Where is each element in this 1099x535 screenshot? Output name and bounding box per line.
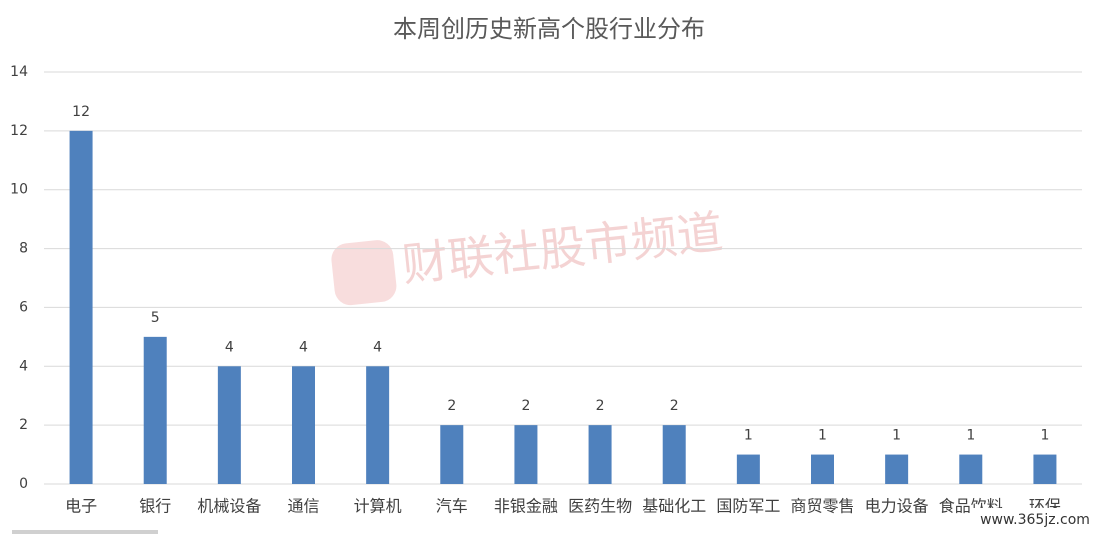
bar bbox=[69, 130, 93, 484]
y-tick-label: 10 bbox=[10, 182, 28, 198]
x-tick-label: 基础化工 bbox=[642, 497, 706, 516]
data-label: 1 bbox=[1040, 428, 1049, 444]
x-tick-label: 国防军工 bbox=[716, 497, 780, 516]
x-tick-label: 电力设备 bbox=[865, 497, 929, 516]
source-box bbox=[972, 508, 1099, 532]
data-label: 1 bbox=[892, 428, 901, 444]
data-label: 1 bbox=[744, 428, 753, 444]
x-tick-label: 机械设备 bbox=[197, 497, 261, 516]
bar bbox=[588, 425, 612, 484]
bar bbox=[217, 366, 241, 484]
bar bbox=[440, 425, 464, 484]
data-label: 5 bbox=[151, 310, 160, 326]
x-tick-label: 汽车 bbox=[436, 497, 468, 516]
scrollbar bbox=[12, 530, 158, 534]
chart-title: 本周创历史新高个股行业分布 bbox=[393, 15, 705, 43]
x-tick-label: 银行 bbox=[139, 497, 171, 516]
data-label: 2 bbox=[521, 398, 530, 414]
bar bbox=[366, 366, 390, 484]
bar bbox=[662, 425, 686, 484]
bar bbox=[885, 454, 909, 484]
bar bbox=[1033, 454, 1057, 484]
y-tick-label: 0 bbox=[19, 476, 28, 492]
x-tick-label: 电子 bbox=[65, 497, 97, 516]
data-label: 1 bbox=[818, 428, 827, 444]
bar bbox=[143, 336, 167, 484]
bar bbox=[514, 425, 538, 484]
bar bbox=[292, 366, 315, 484]
y-tick-label: 6 bbox=[19, 299, 28, 315]
data-label: 4 bbox=[225, 339, 234, 355]
data-label: 2 bbox=[670, 398, 679, 414]
y-tick-label: 2 bbox=[19, 417, 28, 433]
data-label: 4 bbox=[373, 339, 382, 355]
source: www.365jz.com bbox=[980, 512, 1090, 528]
data-label: 4 bbox=[299, 339, 308, 355]
x-tick-label: 医药生物 bbox=[568, 497, 632, 516]
bar bbox=[959, 454, 983, 484]
x-tick-label: 通信 bbox=[287, 497, 319, 516]
watermark-logo bbox=[331, 240, 397, 306]
y-tick-label: 8 bbox=[19, 241, 28, 257]
data-label: 2 bbox=[596, 398, 605, 414]
bar bbox=[736, 454, 760, 484]
data-label: 2 bbox=[447, 398, 456, 414]
y-tick-label: 14 bbox=[10, 64, 28, 80]
x-tick-label: 计算机 bbox=[354, 497, 402, 516]
bar bbox=[811, 454, 834, 484]
x-tick-label: 商贸零售 bbox=[790, 497, 854, 516]
data-label: 12 bbox=[72, 104, 90, 120]
x-tick-label: 非银金融 bbox=[494, 497, 558, 516]
y-tick-label: 4 bbox=[19, 358, 28, 374]
y-tick-label: 12 bbox=[10, 123, 28, 139]
data-label: 1 bbox=[966, 428, 975, 444]
